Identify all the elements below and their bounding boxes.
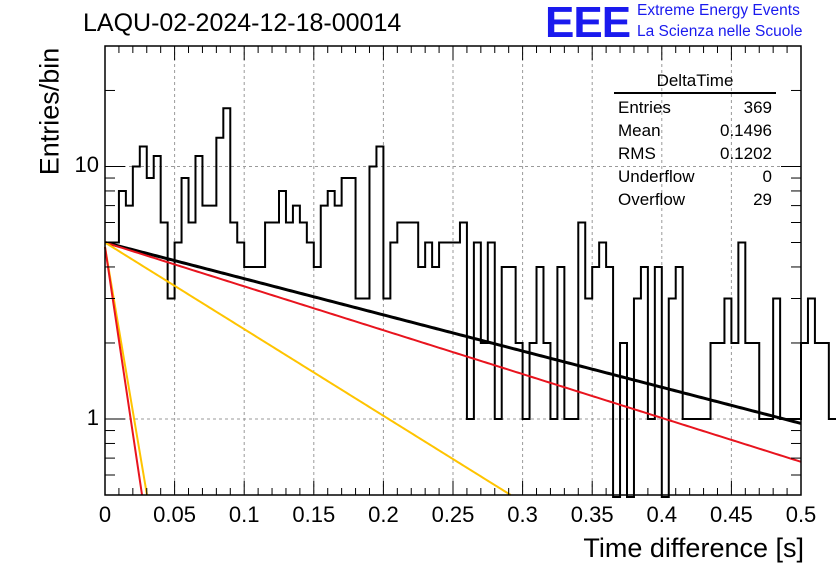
x-tick-label: 0.1 [228, 502, 260, 527]
axis-ticks-layer [104, 45, 802, 496]
stats-row: RMS 0.1202 [610, 142, 780, 165]
stats-label: RMS [618, 144, 656, 163]
stats-box: DeltaTime Entries 369 Mean 0.1496 RMS 0.… [610, 71, 780, 211]
stats-value: 0.1202 [720, 144, 772, 163]
stats-label: Mean [618, 121, 661, 140]
stats-row: Entries 369 [610, 96, 780, 119]
fit-curves-layer [104, 241, 802, 496]
stats-value: 369 [743, 98, 772, 117]
eee-logo: EEE [545, 0, 631, 47]
stats-row: Overflow 29 [610, 188, 780, 211]
x-axis-label: Time difference [s] [583, 533, 804, 563]
fit-curve [104, 241, 512, 496]
stats-title: DeltaTime [614, 71, 776, 94]
run-title: LAQU-02-2024-12-18-00014 [83, 9, 402, 37]
x-tick-label: 0.05 [153, 502, 197, 527]
stats-value: 0.1496 [720, 121, 772, 140]
stats-row: Mean 0.1496 [610, 119, 780, 142]
logo-line-2: La Scienza nelle Scuole [637, 23, 803, 40]
stats-label: Entries [618, 98, 671, 117]
grid-layer [105, 46, 801, 495]
fit-curve [104, 246, 144, 496]
stats-label: Overflow [618, 190, 686, 209]
x-tick-label: 0.15 [292, 502, 336, 527]
x-tick-label: 0 [98, 502, 112, 527]
x-tick-label: 0.5 [785, 502, 817, 527]
stats-row: Underflow 0 [610, 165, 780, 188]
x-tick-label: 0.35 [570, 502, 614, 527]
fit-curve [104, 241, 802, 425]
stats-label: Underflow [618, 167, 695, 186]
logo-line-1: Extreme Energy Events [637, 2, 800, 19]
histogram-layer [105, 107, 836, 498]
stats-value: 0 [762, 167, 772, 186]
x-tick-label: 0.25 [431, 502, 475, 527]
histogram-step-line [105, 107, 836, 498]
x-tick-label: 0.2 [368, 502, 399, 527]
x-tick-label: 0.4 [646, 502, 678, 527]
stats-value: 29 [753, 190, 772, 209]
x-tick-label: 0.3 [507, 502, 538, 527]
x-tick-label: 0.45 [709, 502, 753, 527]
y-tick-label: 1 [86, 404, 99, 430]
fit-curve [104, 241, 802, 463]
y-tick-label: 10 [74, 152, 99, 178]
